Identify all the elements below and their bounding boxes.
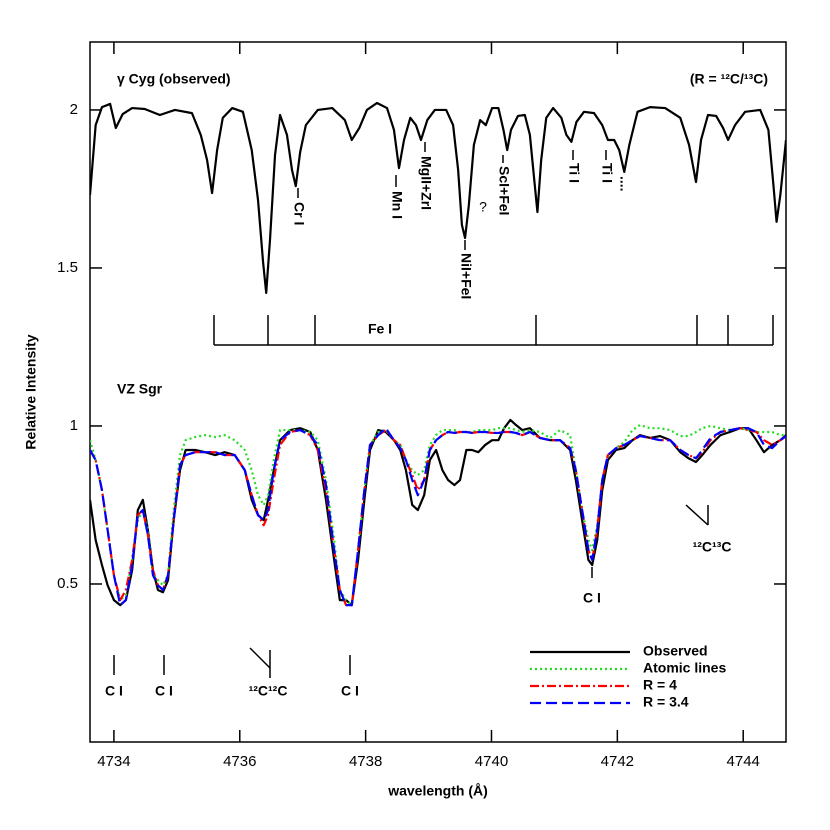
line-id: ? — [479, 199, 487, 215]
line-id: .... — [617, 176, 633, 192]
x-axis-label: wavelength (Å) — [387, 783, 488, 799]
plot-area — [90, 101, 786, 607]
y-tick-label: 1.5 — [57, 259, 78, 276]
spectrum-line — [90, 101, 786, 295]
x-tick-label: 4742 — [601, 753, 634, 770]
line-id: Ti I — [599, 163, 615, 183]
line-id: MgII+ZrI — [418, 156, 434, 210]
line-id: Ti I — [566, 163, 582, 183]
line-id: C I — [341, 683, 359, 699]
line-id: ScI+FeI — [496, 166, 512, 215]
line-id: C I — [583, 590, 601, 606]
y-axis-label: Relative Intensity — [23, 334, 39, 449]
spectrum-line — [90, 418, 786, 607]
line-id: ¹²C¹²C — [249, 683, 288, 699]
annotation: γ Cyg (observed) — [117, 71, 231, 87]
line-id: Mn I — [389, 191, 405, 219]
y-tick-label: 2 — [70, 101, 78, 118]
x-tick-label: 4736 — [223, 753, 256, 770]
line-id: C I — [155, 683, 173, 699]
line-id: NiI+FeI — [458, 253, 474, 299]
plot-frame — [89, 41, 787, 743]
x-tick-label: 4740 — [475, 753, 508, 770]
line-id: C I — [105, 683, 123, 699]
legend-label: R = 3.4 — [643, 694, 689, 710]
annotation: VZ Sgr — [117, 381, 163, 397]
line-id: Cr I — [291, 202, 307, 225]
x-tick-label: 4738 — [349, 753, 382, 770]
spectrum-line — [90, 427, 786, 607]
y-tick-label: 1 — [70, 417, 78, 434]
y-tick-label: 0.5 — [57, 575, 78, 592]
x-tick-label: 4744 — [727, 753, 760, 770]
annotation: (R = ¹²C/¹³C) — [690, 71, 768, 87]
spectrum-line — [90, 423, 786, 607]
line-id: ¹²C¹³C — [693, 539, 732, 555]
annotation: Fe I — [368, 321, 392, 337]
isotope-mark — [249, 647, 271, 669]
annotations: γ Cyg (observed) (R = ¹²C/¹³C) Cr I Mn I… — [105, 71, 774, 699]
isotope-mark — [685, 504, 709, 526]
legend-label: Atomic lines — [643, 660, 726, 676]
legend-label: R = 4 — [643, 677, 677, 693]
legend-label: Observed — [643, 643, 708, 659]
x-tick-label: 4734 — [97, 753, 130, 770]
